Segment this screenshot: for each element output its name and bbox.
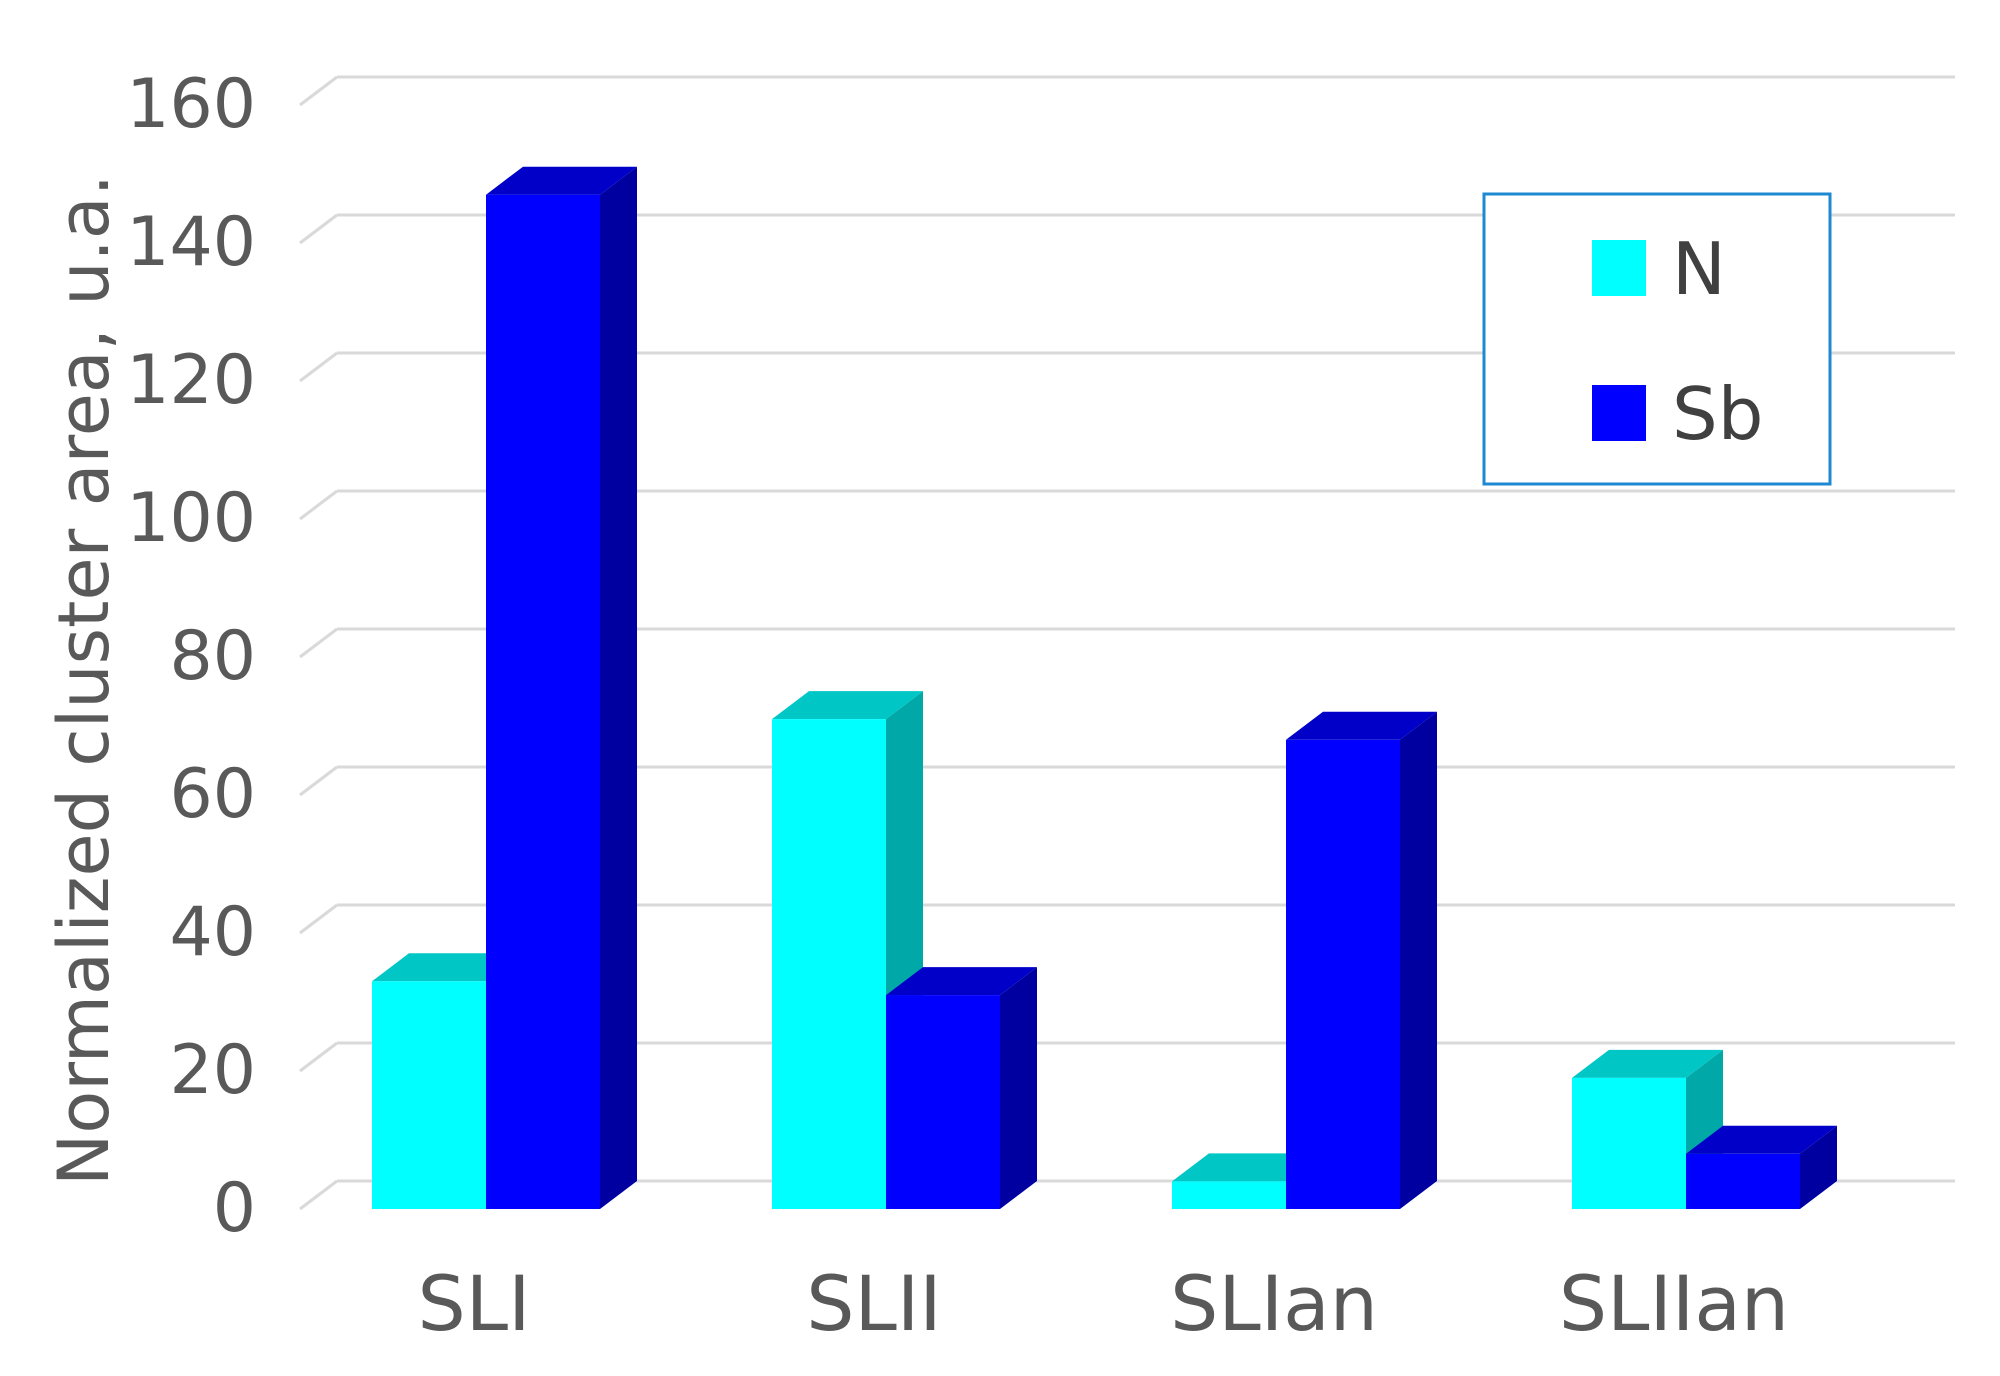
legend-label-N: N [1672,227,1726,311]
y-tick-label: 80 [169,617,256,696]
bar-top [1172,1153,1323,1182]
x-tick-label: SLII [806,1259,941,1348]
bar-top [1572,1049,1723,1078]
legend-swatch-Sb [1592,385,1646,441]
bar-front [1686,1153,1800,1209]
bar-top [486,166,637,195]
bar-front [772,719,886,1209]
bar-front [1172,1181,1286,1209]
x-tick-label: SLI [418,1259,531,1348]
y-tick-label: 140 [126,203,256,282]
bar-side [1800,1125,1837,1209]
bar-Sb-SLI [486,166,637,1210]
bars [372,166,1837,1210]
y-tick-label: 120 [126,341,256,420]
bar-front [886,995,1000,1209]
bar-Sb-SLII [886,967,1037,1209]
bar-top [772,691,923,720]
y-tick-label: 160 [126,65,256,144]
bar-side [1000,967,1037,1209]
gridline-slant [299,213,338,245]
gridline-slant [299,1041,338,1073]
x-tick-label: SLIIan [1559,1259,1789,1348]
gridline-slant [299,75,338,107]
y-axis-ticks: 0 20 40 60 80 100 120 140 160 [126,65,256,1248]
legend: N Sb [1482,192,1832,486]
y-tick-label: 40 [169,893,256,972]
y-tick-label: 0 [213,1169,256,1248]
y-tick-label: 100 [126,479,256,558]
legend-swatch-N [1592,240,1646,296]
y-tick-label: 20 [169,1031,256,1110]
x-axis-labels: SLI SLII SLIan SLIIan [418,1259,1790,1348]
bar-Sb-SLIan [1286,711,1437,1209]
bar-top [372,953,523,982]
gridline-slant [299,489,338,521]
gridline-slant [299,1179,338,1211]
legend-box [1482,192,1832,486]
bar-N-SLIan [1172,1153,1323,1209]
bar-front [1286,739,1400,1209]
y-tick-label: 60 [169,755,256,834]
bar-top [1286,711,1437,740]
bar-front [1572,1077,1686,1209]
gridline-slant [299,765,338,797]
gridline-slant [299,627,338,659]
bar-top [886,967,1037,996]
bar-side [1400,711,1437,1209]
bar-top [1686,1125,1837,1154]
gridline-slant [299,351,338,383]
legend-label-Sb: Sb [1672,372,1763,456]
y-axis-title: Normalized cluster area, u.a. [43,174,125,1186]
bar-side [600,166,637,1210]
bar-front [486,194,600,1209]
bar-Sb-SLIIan [1686,1125,1837,1209]
gridline-slant [299,903,338,935]
x-tick-label: SLIan [1170,1259,1378,1348]
bar-front [372,981,486,1209]
